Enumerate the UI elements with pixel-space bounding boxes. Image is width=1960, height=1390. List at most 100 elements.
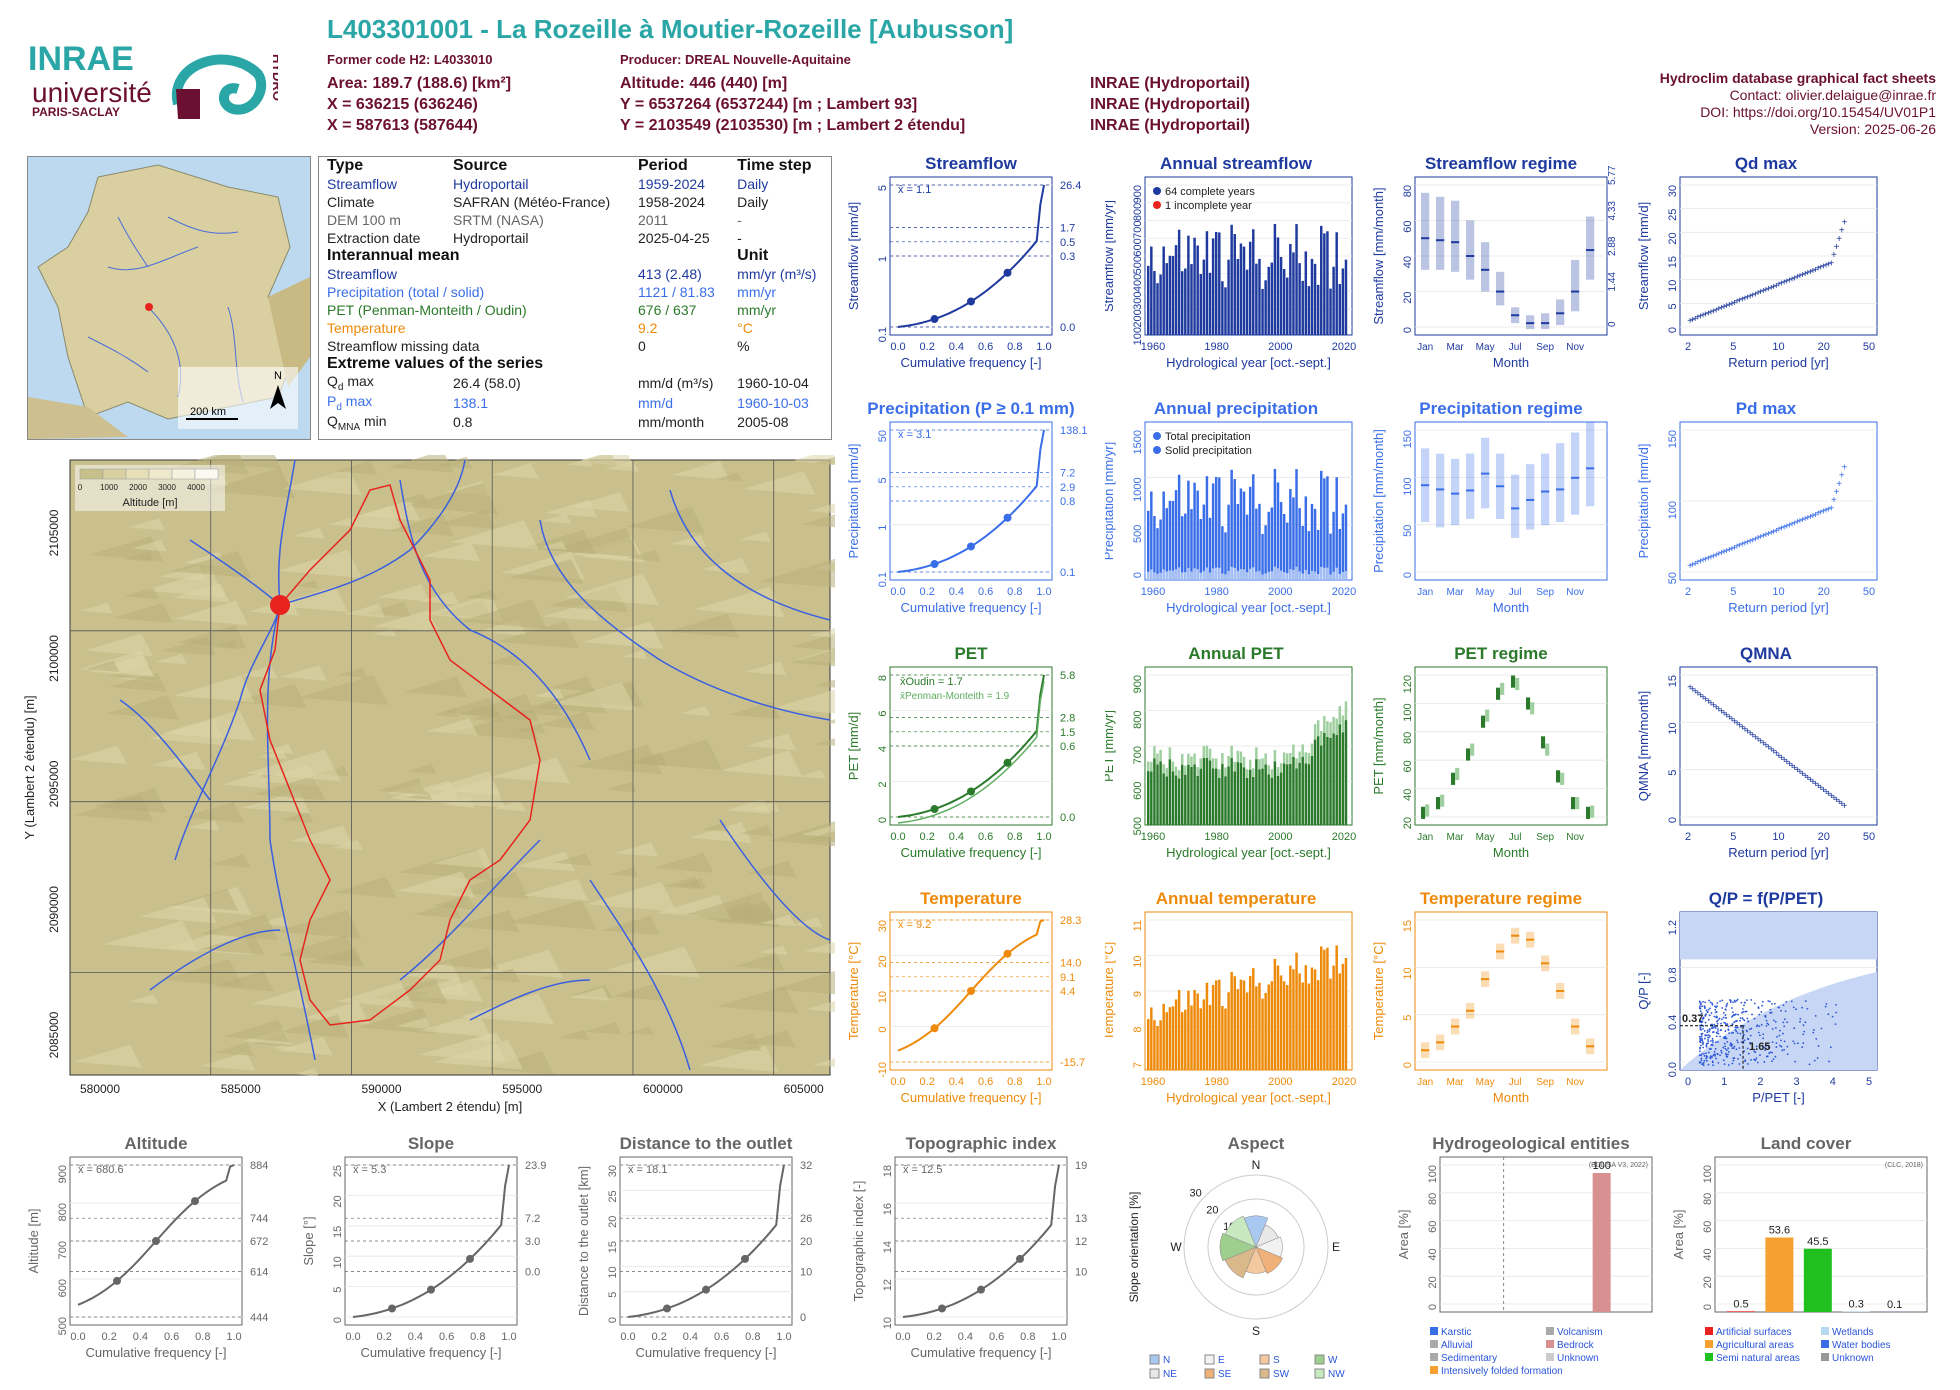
annual-bar — [1190, 264, 1192, 335]
mean-label: x̄ = 5.3 — [353, 1164, 386, 1176]
bar-value-label: 0.5 — [1733, 1298, 1748, 1310]
tick-label: 0 — [1607, 321, 1618, 327]
station-location-marker — [145, 303, 153, 311]
tick-label: 0.0 — [70, 1331, 85, 1343]
data-point — [1780, 1039, 1782, 1041]
tick-label: 0.1 — [877, 327, 889, 342]
tick-label: 900 — [1132, 185, 1144, 203]
quantile-point — [1004, 950, 1012, 958]
annual-bar — [1166, 508, 1168, 580]
legend-swatch — [1205, 1355, 1214, 1364]
data-point — [1708, 1019, 1710, 1021]
legend-swatch — [1705, 1327, 1713, 1335]
tick-label: 0.6 — [714, 1331, 729, 1343]
annual-bar-penman — [1159, 750, 1161, 761]
data-point — [1717, 1030, 1719, 1032]
tick-label: 0.8 — [470, 1331, 485, 1343]
data-point — [1795, 1008, 1797, 1010]
tick-label: 20 — [1818, 341, 1830, 353]
regime-range-bar — [1451, 459, 1459, 525]
tick-label: 0 — [1402, 327, 1414, 333]
tick-label: 40 — [1427, 1248, 1439, 1260]
data-point — [1727, 1023, 1729, 1025]
tick-label: 28.3 — [1060, 915, 1081, 927]
annual-bar — [1292, 757, 1294, 825]
inrae-logo: INRAE université PARIS-SACLAY HYDRO — [28, 44, 278, 134]
data-point — [1754, 1018, 1756, 1020]
annual-bar-solid — [1230, 567, 1232, 580]
data-point — [1732, 1011, 1734, 1013]
tick-label: 2085000 — [47, 1011, 61, 1058]
tick-label: 4 — [877, 746, 889, 752]
annual-bar — [1150, 247, 1152, 335]
tick-label: 744 — [250, 1213, 268, 1225]
annual-bar — [1289, 489, 1291, 580]
quantile-point — [388, 1304, 396, 1312]
data-point — [1835, 1004, 1837, 1006]
month-label: Jul — [1509, 832, 1522, 843]
rose-direction-label: E — [1332, 1240, 1340, 1254]
data-point — [1758, 1032, 1760, 1034]
annual-bar-solid — [1206, 568, 1208, 580]
tick-label: 100 — [1402, 477, 1414, 495]
annual-bar — [1311, 756, 1313, 825]
annual-bar — [1184, 775, 1186, 825]
annual-bar-penman — [1271, 769, 1273, 778]
annual-bar — [1206, 476, 1208, 580]
annual-bar — [1311, 259, 1313, 335]
annual-bar-solid — [1305, 570, 1307, 580]
tick-label: 0.0 — [895, 1331, 910, 1343]
annual-bar — [1172, 256, 1174, 335]
annual-bar — [1184, 514, 1186, 580]
month-label: Nov — [1566, 587, 1584, 598]
tick-label: 1.0 — [776, 1331, 791, 1343]
tick-label: 0 — [1685, 1076, 1691, 1088]
tick-label: 40 — [1402, 256, 1414, 268]
annual-bar — [1298, 763, 1300, 825]
chart-title: Land cover — [1761, 1135, 1852, 1153]
annual-bar-solid — [1286, 573, 1288, 580]
data-point — [1733, 1021, 1735, 1023]
x-axis-label: Cumulative frequency [-] — [911, 1345, 1052, 1360]
tick-label: 3 — [1794, 1076, 1800, 1088]
altitude-legend-swatch — [195, 469, 218, 479]
tick-label: 1980 — [1204, 586, 1228, 598]
data-point — [1700, 1045, 1702, 1047]
tick-label: 1980 — [1204, 1076, 1228, 1088]
tick-label: 1000 — [1132, 477, 1144, 501]
data-point — [1801, 1007, 1803, 1009]
chart-title: Annual PET — [1188, 645, 1284, 663]
tick-label: 580000 — [80, 1082, 120, 1096]
annual-bar-penman — [1286, 753, 1288, 764]
annual-bar — [1295, 224, 1297, 335]
tick-label: 150 — [1667, 430, 1679, 448]
plot-area — [1680, 667, 1877, 825]
annual-bar — [1234, 771, 1236, 825]
annual-bar — [1298, 263, 1300, 335]
data-point — [1755, 1057, 1757, 1059]
annual-bar — [1301, 281, 1303, 335]
annual-bar — [1212, 238, 1214, 335]
legend-swatch — [1430, 1340, 1438, 1348]
annual-bar — [1267, 774, 1269, 825]
y-axis-label: QMNA [mm/month] — [1636, 691, 1651, 802]
annual-bar-solid — [1249, 569, 1251, 580]
chart-title: PET regime — [1454, 645, 1548, 663]
tick-label: 0 — [1667, 327, 1679, 333]
paris-saclay-logo-text: PARIS-SACLAY — [32, 105, 120, 119]
annual-bar — [1255, 509, 1257, 580]
month-label: Nov — [1566, 832, 1584, 843]
mean-label-oudin: x̄Oudin = 1.7 — [900, 676, 963, 688]
data-point — [1704, 1007, 1706, 1009]
annual-bar-solid — [1271, 571, 1273, 580]
data-point — [1699, 1050, 1701, 1052]
tick-label: 0.6 — [164, 1331, 179, 1343]
data-point — [1705, 1052, 1707, 1054]
chart-title: Precipitation (P ≥ 0.1 mm) — [867, 400, 1074, 418]
annual-bar-penman — [1234, 762, 1236, 772]
